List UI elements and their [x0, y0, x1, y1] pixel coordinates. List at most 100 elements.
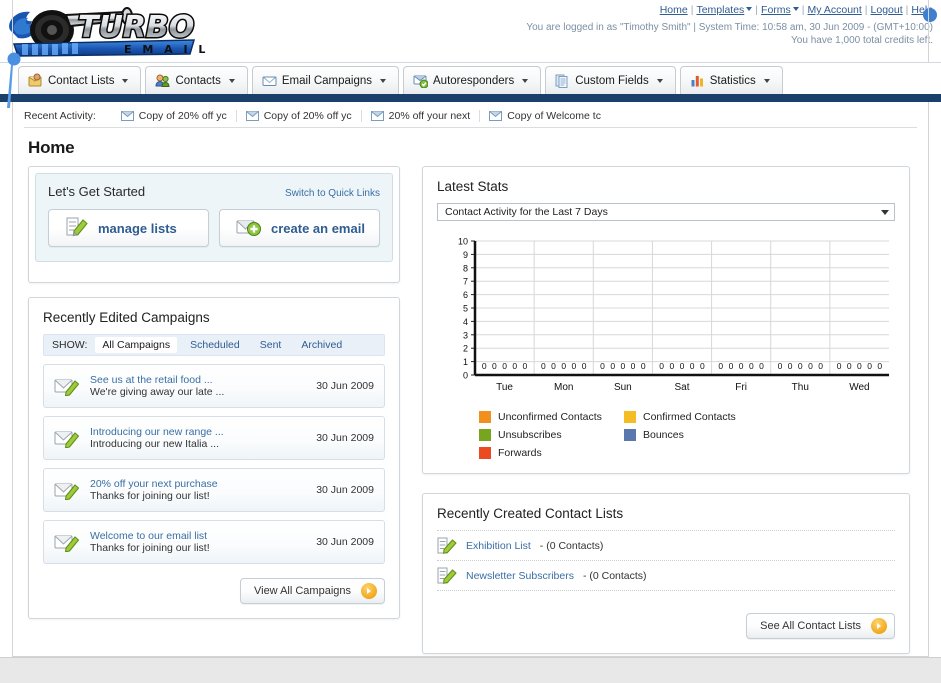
campaign-subject[interactable]: 20% off your next purchase	[90, 478, 218, 490]
svg-text:1: 1	[463, 357, 468, 367]
switch-to-quick-links[interactable]: Switch to Quick Links	[284, 188, 380, 199]
nav-accent-strip	[0, 93, 941, 102]
svg-text:Tue: Tue	[496, 382, 513, 393]
campaign-text: Welcome to our email list Thanks for joi…	[90, 530, 308, 554]
contact-list-row[interactable]: Exhibition List - (0 Contacts)	[437, 531, 895, 560]
autoresponder-icon	[413, 73, 429, 89]
chevron-down-icon	[792, 7, 799, 11]
envelope-plus-icon	[236, 217, 262, 240]
nav-tab-statistics[interactable]: Statistics	[679, 66, 783, 94]
stats-range-select[interactable]: Contact Activity for the Last 7 Days	[437, 203, 895, 221]
recent-activity-item[interactable]: Copy of 20% off yc	[112, 110, 237, 122]
nav-tab-contact-lists[interactable]: Contact Lists	[18, 66, 142, 94]
filter-scheduled[interactable]: Scheduled	[190, 339, 240, 351]
contact-activity-chart: 0 1 2 3 4 5 6 7 8 9 10 0 0 0 0 0 Tue 0 0 0 0 0 Mon 0 0 0 0 0 Sun 0 0 0 0…	[437, 235, 895, 405]
nav-tab-autoresponders[interactable]: Autoresponders	[403, 66, 542, 94]
envelope-pencil-icon	[54, 480, 80, 501]
nav-tab-contacts[interactable]: Contacts	[145, 66, 248, 94]
legend-item: Unconfirmed Contacts	[479, 411, 624, 423]
chevron-down-icon	[656, 78, 663, 83]
contact-lists-actions: See All Contact Lists	[437, 613, 895, 639]
campaign-row[interactable]: Welcome to our email list Thanks for joi…	[43, 520, 385, 564]
svg-text:0: 0	[808, 361, 813, 371]
footer-bar	[0, 657, 941, 683]
campaign-row[interactable]: Introducing our new range ... Introducin…	[43, 416, 385, 460]
svg-text:6: 6	[463, 290, 468, 300]
top-link-templates[interactable]: Templates	[696, 4, 745, 16]
list-pencil-icon	[437, 537, 457, 555]
campaigns-title: Recently Edited Campaigns	[43, 310, 210, 325]
recent-activity-item[interactable]: Copy of 20% off yc	[237, 110, 362, 122]
recently-edited-campaigns-panel: Recently Edited Campaigns SHOW: All Camp…	[28, 297, 400, 619]
svg-text:0: 0	[818, 361, 823, 371]
campaign-row[interactable]: 20% off your next purchase Thanks for jo…	[43, 468, 385, 512]
top-link-home[interactable]: Home	[659, 4, 688, 16]
see-all-contact-lists-label: See All Contact Lists	[760, 620, 861, 632]
chevron-down-icon	[763, 78, 770, 83]
view-all-campaigns-button[interactable]: View All Campaigns	[239, 578, 385, 604]
campaign-subject[interactable]: See us at the retail food ...	[90, 374, 213, 386]
main-navigation: Contact Lists Contacts	[0, 62, 941, 94]
svg-text:0: 0	[729, 361, 734, 371]
contact-list-name[interactable]: Newsletter Subscribers	[466, 569, 574, 582]
svg-text:0: 0	[541, 361, 546, 371]
get-started-title: Let's Get Started	[48, 184, 146, 199]
campaign-subject[interactable]: Welcome to our email list	[90, 530, 208, 542]
main-content: Let's Get Started Switch to Quick Links	[0, 166, 941, 654]
top-link-forms[interactable]: Forms	[761, 4, 791, 16]
svg-text:0: 0	[739, 361, 744, 371]
statistics-icon	[690, 73, 705, 88]
svg-text:0: 0	[759, 361, 764, 371]
svg-text:7: 7	[463, 277, 468, 287]
envelope-icon	[245, 111, 259, 121]
contact-list-row[interactable]: Newsletter Subscribers - (0 Contacts)	[437, 561, 895, 590]
svg-text:0: 0	[700, 361, 705, 371]
filter-all-campaigns[interactable]: All Campaigns	[95, 337, 178, 353]
campaign-row[interactable]: See us at the retail food ... We're givi…	[43, 364, 385, 408]
svg-text:0: 0	[837, 361, 842, 371]
divider	[437, 530, 895, 531]
filter-sent[interactable]: Sent	[259, 339, 282, 351]
envelope-icon	[120, 111, 134, 121]
svg-text:2: 2	[463, 344, 468, 354]
right-column: Latest Stats Contact Activity for the La…	[422, 166, 910, 654]
svg-text:10: 10	[458, 237, 468, 247]
view-all-campaigns-label: View All Campaigns	[253, 585, 351, 597]
chevron-down-icon	[380, 78, 386, 83]
list-pencil-icon	[437, 567, 457, 585]
contact-list-count: - (0 Contacts)	[582, 569, 647, 582]
recent-activity-bar: Recent Activity: Copy of 20% off yc Copy…	[0, 105, 941, 127]
legend-item: Forwards	[479, 447, 624, 459]
page-title: Home	[28, 138, 75, 157]
legend-item: Unsubscribes	[479, 429, 624, 441]
stats-range-value: Contact Activity for the Last 7 Days	[445, 206, 608, 218]
stats-title: Latest Stats	[437, 179, 509, 194]
svg-text:0: 0	[659, 361, 664, 371]
campaign-preview: Thanks for joining our list!	[90, 490, 210, 502]
recent-activity-item[interactable]: 20% off your next	[362, 110, 481, 122]
nav-tab-email-campaigns[interactable]: Email Campaigns	[251, 66, 399, 94]
svg-text:0: 0	[561, 361, 566, 371]
svg-text:4: 4	[463, 317, 468, 327]
top-link-logout[interactable]: Logout	[870, 4, 903, 16]
link-separator: |	[801, 4, 805, 16]
recent-activity-item[interactable]: Copy of Welcome tc	[480, 110, 610, 122]
envelope-icon	[489, 111, 503, 121]
legend-swatch-confirmed-contacts	[624, 411, 636, 423]
legend-item: Bounces	[624, 429, 769, 441]
manage-lists-button[interactable]: manage lists	[48, 209, 209, 247]
svg-text:3: 3	[463, 330, 468, 340]
contact-list-name[interactable]: Exhibition List	[466, 539, 531, 552]
divider	[437, 590, 895, 591]
svg-text:0: 0	[502, 361, 507, 371]
filter-archived[interactable]: Archived	[301, 339, 343, 351]
see-all-contact-lists-button[interactable]: See All Contact Lists	[746, 613, 895, 639]
top-link-my-account[interactable]: My Account	[807, 4, 862, 16]
nav-tab-label: Contacts	[175, 74, 221, 87]
nav-tab-custom-fields[interactable]: Custom Fields	[545, 66, 676, 94]
campaign-subject[interactable]: Introducing our new range ...	[90, 426, 224, 438]
create-email-button[interactable]: create an email	[219, 209, 380, 247]
app-header: TURBO E M A I L Home | Templates | Forms | My …	[0, 0, 941, 62]
svg-text:0: 0	[582, 361, 587, 371]
help-bubble-icon[interactable]	[923, 8, 937, 22]
